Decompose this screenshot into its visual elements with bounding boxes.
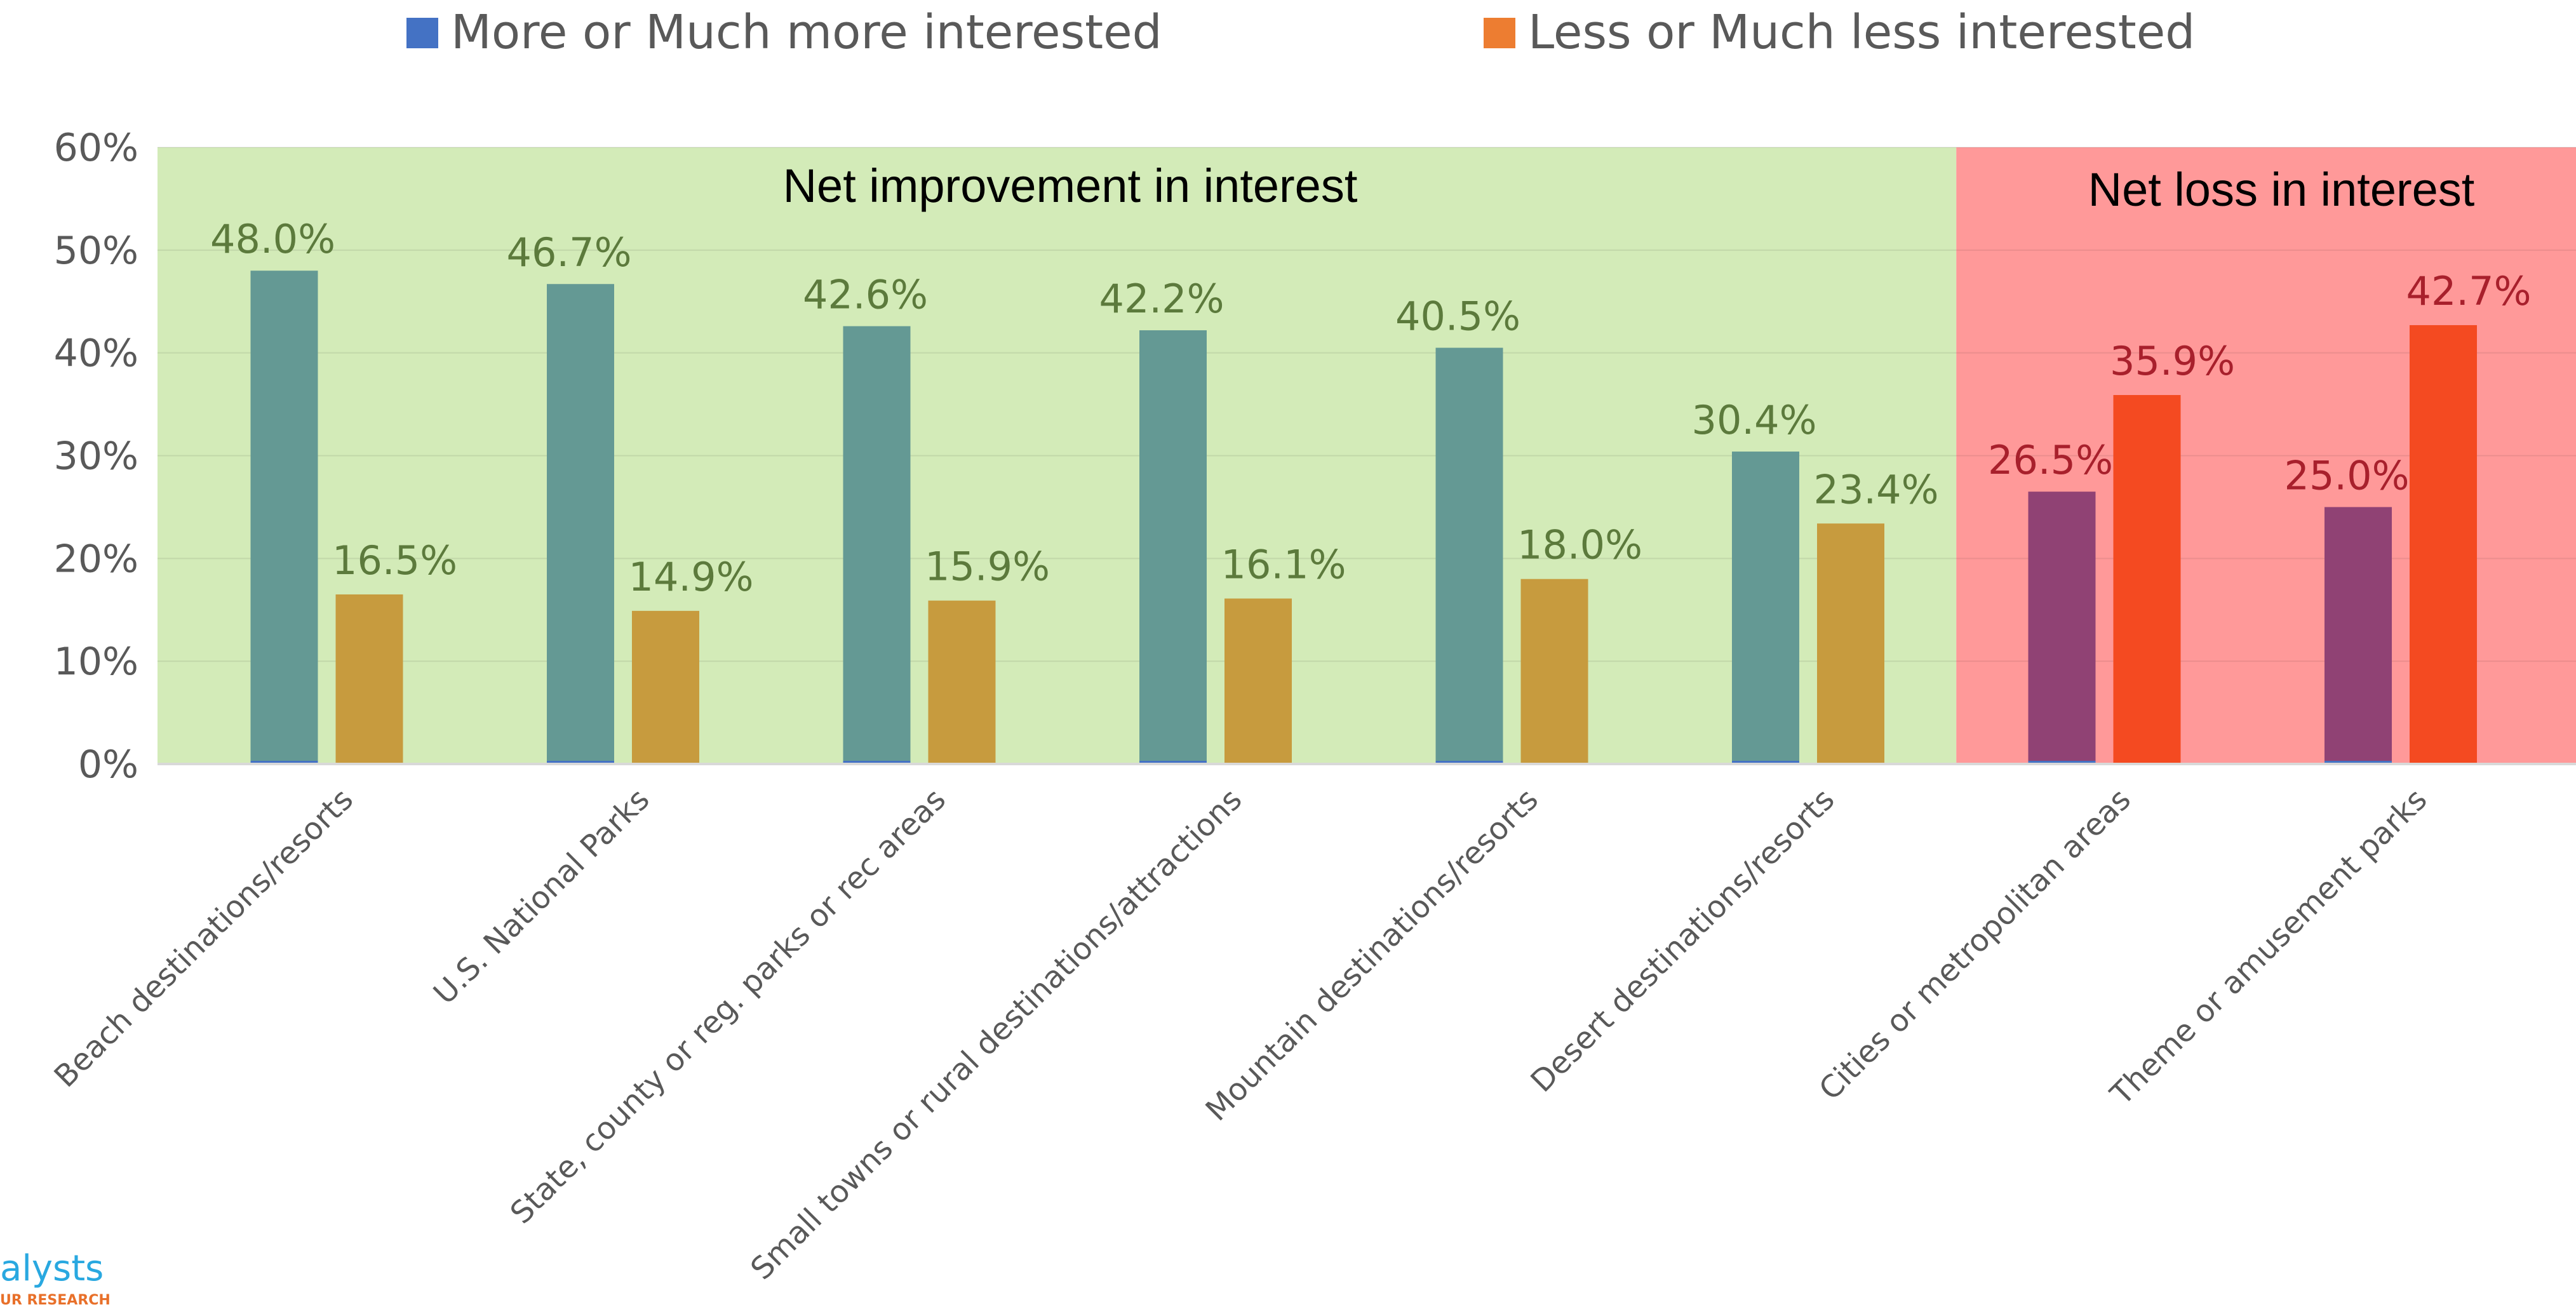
x-tick-label: Cities or metropolitan areas xyxy=(1812,782,2138,1108)
bars xyxy=(250,271,2477,764)
bar xyxy=(2410,325,2477,764)
bar xyxy=(250,271,318,764)
data-label: 15.9% xyxy=(925,544,1050,590)
bar-baseline xyxy=(1139,761,1207,764)
data-label: 14.9% xyxy=(629,554,754,600)
x-tick-label: Desert destinations/resorts xyxy=(1524,782,1841,1099)
bar xyxy=(2113,395,2181,764)
y-tick-label: 20% xyxy=(54,537,138,581)
y-tick-label: 50% xyxy=(54,229,138,273)
y-tick-label: 30% xyxy=(54,434,138,479)
bar-baseline xyxy=(2324,761,2392,764)
x-tick-label: Beach destinations/resorts xyxy=(48,782,360,1094)
x-axis: Beach destinations/resorts U.S. National … xyxy=(48,763,2576,1287)
data-label: 42.2% xyxy=(1099,276,1224,322)
bar-baseline xyxy=(843,761,911,764)
logo-subtext: UR RESEARCH xyxy=(0,1292,111,1307)
data-label: 35.9% xyxy=(2110,338,2235,384)
data-label: 16.5% xyxy=(332,537,457,584)
x-tick-label: Mountain destinations/resorts xyxy=(1199,782,1545,1128)
data-label: 26.5% xyxy=(1988,437,2113,483)
y-tick-label: 10% xyxy=(54,640,138,684)
bar xyxy=(1435,347,1503,764)
y-tick-label: 40% xyxy=(54,332,138,376)
bar-baseline xyxy=(2028,761,2096,764)
data-label: 30.4% xyxy=(1692,397,1817,443)
y-tick-label: 0% xyxy=(78,742,138,787)
x-tick-label: Small towns or rural destinations/attrac… xyxy=(744,782,1249,1287)
x-tick-label: U.S. National Parks xyxy=(427,782,657,1012)
legend-swatch-more xyxy=(406,18,438,48)
bar-baseline xyxy=(547,761,614,764)
data-label: 25.0% xyxy=(2284,452,2410,499)
data-label: 23.4% xyxy=(1814,466,1939,513)
bar xyxy=(632,610,699,764)
data-label: 46.7% xyxy=(507,229,632,276)
bar xyxy=(928,600,996,764)
bar xyxy=(843,326,911,764)
data-label: 18.0% xyxy=(1517,522,1642,568)
bar xyxy=(1817,523,1884,764)
data-label: 42.6% xyxy=(803,272,928,318)
bar xyxy=(1732,452,1799,764)
legend-label-more: More or Much more interested xyxy=(451,5,1162,60)
zone-background xyxy=(158,147,1957,764)
bar-baseline xyxy=(1732,761,1799,764)
bar xyxy=(1139,330,1207,764)
legend-swatch-less xyxy=(1484,18,1515,48)
logo-text: alysts xyxy=(0,1248,104,1289)
bar xyxy=(547,284,614,764)
bar xyxy=(2324,507,2392,764)
data-label: 48.0% xyxy=(210,216,335,262)
legend-label-less: Less or Much less interested xyxy=(1528,5,2195,60)
y-tick-label: 60% xyxy=(54,126,138,170)
data-label: 40.5% xyxy=(1395,293,1520,340)
zone-label-loss: Net loss in interest xyxy=(2088,163,2475,216)
data-label: 16.1% xyxy=(1221,541,1346,587)
data-labels: 48.0% 46.7% 42.6% 42.2% 40.5% 30.4% 26.5% 25.0%… xyxy=(210,216,2531,600)
zone-label-gain: Net improvement in interest xyxy=(783,159,1358,212)
bar xyxy=(1224,598,1292,764)
bar-baseline xyxy=(250,761,318,764)
data-label: 42.7% xyxy=(2406,268,2532,314)
bar xyxy=(1520,579,1588,764)
bar-baseline xyxy=(1435,761,1503,764)
x-tick-label: Theme or amusement parks xyxy=(2103,782,2434,1113)
y-axis: 0% 10% 20% 30% 40% 50% 60% xyxy=(54,126,138,787)
bar xyxy=(2028,492,2096,764)
bar xyxy=(335,594,403,764)
logo: alysts UR RESEARCH xyxy=(0,1248,111,1307)
legend: More or Much more interested Less or Muc… xyxy=(406,5,2195,60)
